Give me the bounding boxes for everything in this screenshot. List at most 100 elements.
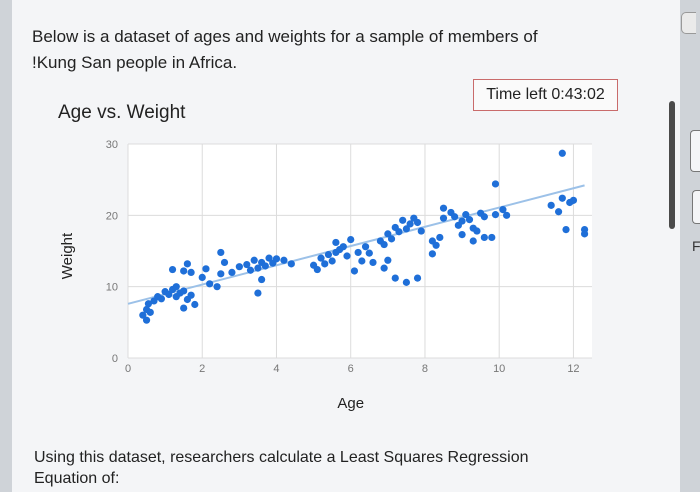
data-point xyxy=(235,263,243,271)
data-point xyxy=(436,233,444,242)
data-point xyxy=(287,260,295,268)
x-tick-label: 10 xyxy=(493,363,505,375)
data-point xyxy=(399,216,407,224)
data-point xyxy=(458,217,466,225)
data-point xyxy=(220,258,229,267)
x-tick-label: 6 xyxy=(348,363,354,375)
x-tick-label: 12 xyxy=(567,363,579,375)
data-point xyxy=(202,265,210,273)
data-point xyxy=(462,211,470,219)
intro-line-1: Below is a dataset of ages and weights f… xyxy=(32,27,538,46)
data-point xyxy=(451,213,459,221)
data-point xyxy=(157,295,166,303)
data-point xyxy=(547,201,555,209)
data-point xyxy=(191,300,199,309)
data-point xyxy=(258,275,266,284)
data-point xyxy=(380,264,388,272)
x-tick-label: 2 xyxy=(199,363,205,375)
data-point xyxy=(384,230,392,238)
x-tick-label: 8 xyxy=(422,363,428,375)
data-point xyxy=(439,204,448,212)
data-point xyxy=(254,264,262,272)
data-point xyxy=(324,250,333,259)
data-point xyxy=(358,257,366,265)
data-point xyxy=(142,316,151,324)
side-tab-2[interactable] xyxy=(692,190,700,224)
data-point xyxy=(365,249,373,257)
data-point xyxy=(180,304,188,312)
data-point xyxy=(180,267,188,275)
data-point xyxy=(439,214,448,222)
data-point xyxy=(172,283,180,291)
data-point xyxy=(465,216,474,224)
data-point xyxy=(499,206,507,214)
data-point xyxy=(243,260,251,269)
data-point xyxy=(261,262,269,270)
x-tick-label: 0 xyxy=(125,363,131,375)
data-point xyxy=(328,257,336,265)
data-point xyxy=(332,238,340,247)
y-tick-label: 0 xyxy=(112,353,118,365)
y-axis-label: Weight xyxy=(59,232,76,279)
data-point xyxy=(250,256,258,264)
regression-trendline xyxy=(127,184,585,305)
x-tick-label: 4 xyxy=(273,363,279,375)
data-point xyxy=(139,311,147,319)
data-point xyxy=(254,289,262,297)
data-point xyxy=(473,227,481,235)
data-point xyxy=(187,268,195,276)
data-point xyxy=(554,208,563,216)
data-point xyxy=(491,211,500,219)
data-point xyxy=(146,308,154,316)
side-tab-top[interactable] xyxy=(681,12,696,34)
scrollbar-thumb[interactable] xyxy=(669,101,675,229)
data-point xyxy=(217,248,225,257)
data-point xyxy=(469,237,477,245)
side-panel-letter: F xyxy=(692,238,700,254)
data-point xyxy=(491,180,500,188)
data-point xyxy=(217,270,225,278)
data-point xyxy=(321,260,329,268)
side-tab-1[interactable] xyxy=(690,130,700,172)
question-panel: Below is a dataset of ages and weights f… xyxy=(12,0,680,492)
data-point xyxy=(339,243,347,251)
data-point xyxy=(165,290,173,299)
data-point xyxy=(354,248,362,257)
data-point xyxy=(183,260,191,268)
data-point xyxy=(417,227,425,235)
data-point xyxy=(428,250,436,258)
data-point xyxy=(198,273,206,281)
data-point xyxy=(313,265,321,274)
data-point xyxy=(228,268,236,276)
data-point xyxy=(168,265,177,274)
y-tick-label: 10 xyxy=(106,282,118,294)
data-point xyxy=(380,240,388,249)
data-point xyxy=(246,266,255,274)
chart-title: Age vs. Weight xyxy=(58,102,186,123)
data-point xyxy=(480,233,488,242)
y-tick-label: 20 xyxy=(106,210,118,222)
data-point xyxy=(558,194,566,202)
question-intro: Below is a dataset of ages and weights f… xyxy=(32,24,592,76)
question-outro: Using this dataset, researchers calculat… xyxy=(34,447,594,489)
data-point xyxy=(413,218,422,227)
data-point xyxy=(347,235,355,244)
data-point xyxy=(361,243,370,251)
time-left-indicator: Time left 0:43:02 xyxy=(473,79,618,111)
data-point xyxy=(369,258,377,267)
data-point xyxy=(413,274,422,282)
data-point xyxy=(488,233,496,242)
intro-line-2: !Kung San people in Africa. xyxy=(32,53,238,72)
data-point xyxy=(558,149,566,157)
data-point xyxy=(317,254,325,262)
x-axis-label: Age xyxy=(337,395,364,412)
data-point xyxy=(384,256,392,264)
data-point xyxy=(580,230,589,238)
outro-line-2: Equation of: xyxy=(34,470,120,487)
y-tick-label: 30 xyxy=(106,139,118,151)
data-point xyxy=(280,256,288,264)
data-point xyxy=(144,300,153,308)
data-point xyxy=(458,230,466,239)
data-point xyxy=(569,196,578,204)
data-point xyxy=(406,220,414,228)
